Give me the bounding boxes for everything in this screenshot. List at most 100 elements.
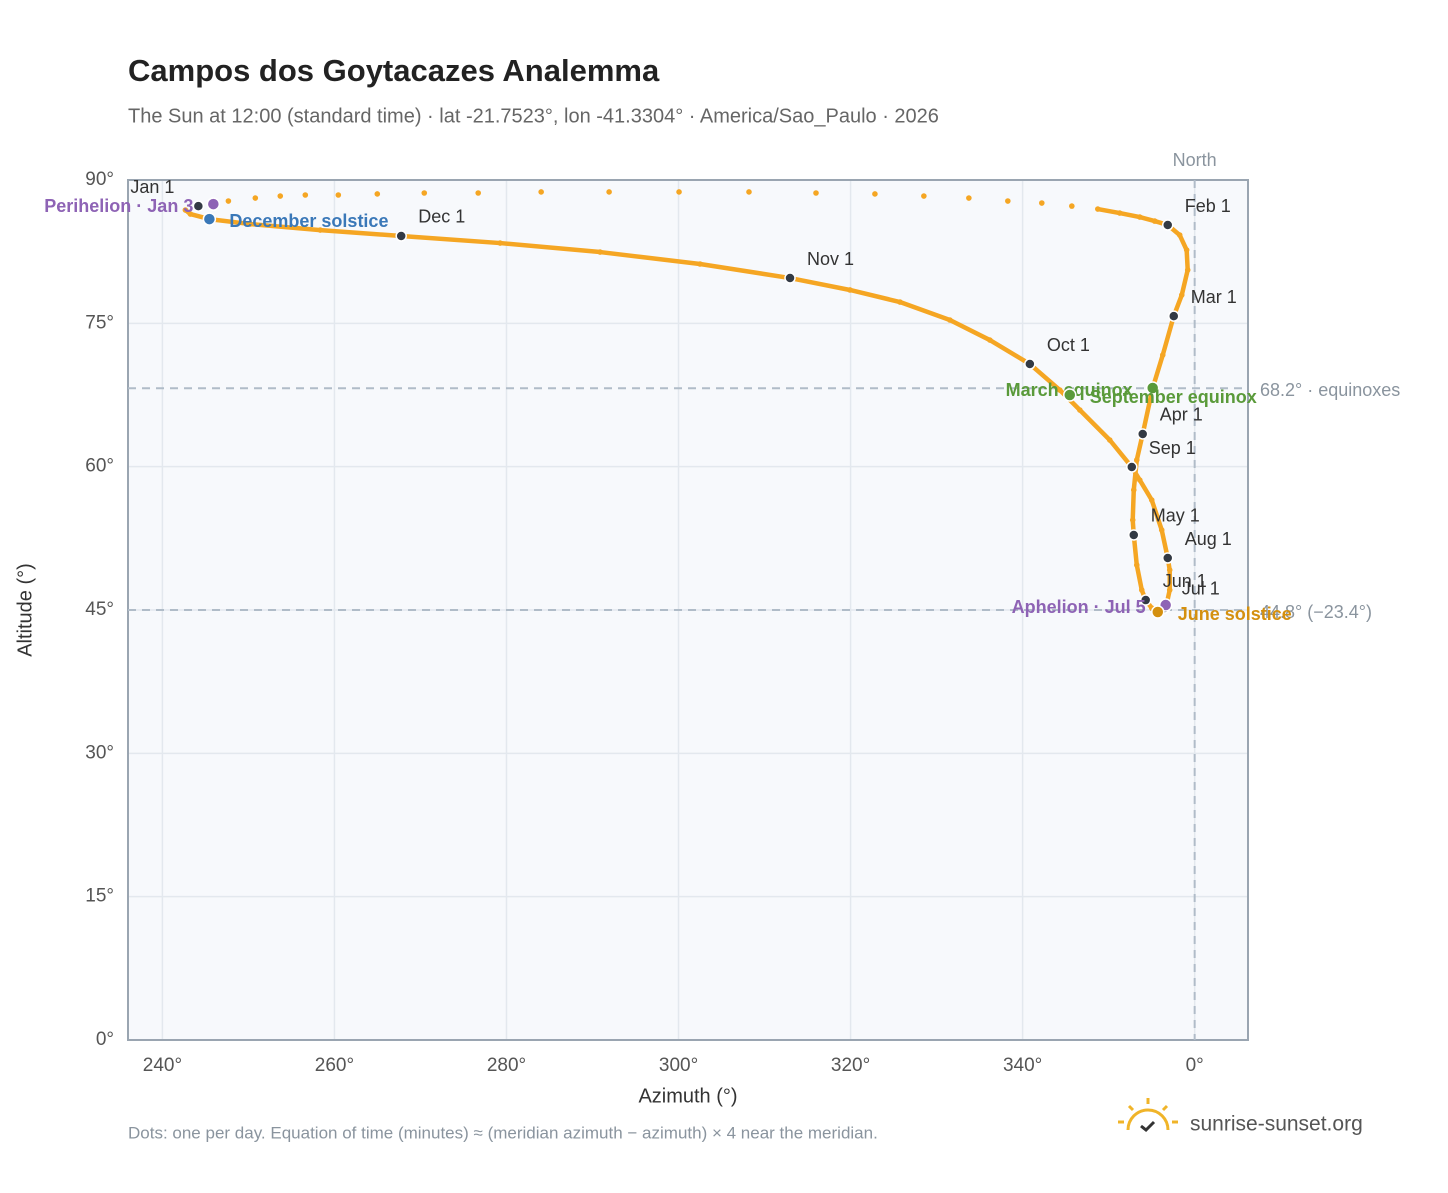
- analemma-segment: [1137, 477, 1154, 503]
- day-dot: [182, 207, 189, 213]
- day-dot: [538, 189, 544, 195]
- month-marker: [1161, 552, 1174, 564]
- analemma-segment: [1077, 407, 1113, 443]
- day-dot: [252, 195, 259, 201]
- day-dot: [1039, 200, 1045, 206]
- day-dot: [1136, 214, 1143, 220]
- x-tick-label: 260°: [315, 1055, 354, 1076]
- day-dot: [335, 192, 342, 198]
- day-dot: [1133, 562, 1140, 568]
- x-tick-label: 300°: [659, 1055, 698, 1076]
- y-tick-label: 60°: [85, 456, 114, 477]
- analemma-segment: [1095, 206, 1122, 216]
- x-tick-label: 320°: [831, 1055, 870, 1076]
- month-label: Oct 1: [1047, 335, 1090, 355]
- day-dot: [1184, 267, 1191, 273]
- month-marker: [1139, 594, 1152, 606]
- day-dot: [1130, 487, 1137, 493]
- y-tick-label: 45°: [85, 599, 114, 620]
- month-marker: [1126, 461, 1138, 473]
- analemma-segment: [207, 216, 253, 227]
- month-label: Jun 1: [1163, 571, 1207, 591]
- month-marker: [1128, 529, 1140, 541]
- event-label: Aphelion · Jul 5: [1012, 597, 1146, 617]
- analemma-segment: [1027, 361, 1063, 393]
- month-marker: [1024, 358, 1036, 370]
- day-dot: [225, 198, 232, 204]
- day-dot: [1069, 203, 1075, 209]
- x-axis-label: Azimuth (°): [638, 1085, 737, 1107]
- event-marker: [1151, 605, 1165, 619]
- analemma-segment: [497, 240, 603, 255]
- day-dot: [1095, 206, 1101, 212]
- month-label: Feb 1: [1185, 196, 1231, 216]
- month-label: Mar 1: [1191, 287, 1237, 307]
- analemma-segment: [1107, 437, 1135, 470]
- month-marker: [1168, 310, 1180, 322]
- analemma-segment: [318, 227, 404, 239]
- month-label: Jul 1: [1182, 579, 1220, 599]
- day-dot: [1133, 457, 1140, 463]
- reference-label: 68.2° · equinoxes: [1260, 380, 1400, 400]
- day-dot: [813, 190, 819, 196]
- day-dot: [921, 193, 927, 199]
- event-label: Perihelion · Jan 3: [44, 196, 193, 216]
- day-dot: [1106, 437, 1113, 443]
- event-label: December solstice: [229, 211, 388, 231]
- analemma-segment: [947, 317, 993, 343]
- y-tick-label: 0°: [96, 1029, 114, 1050]
- month-label: Apr 1: [1160, 405, 1203, 425]
- month-marker: [395, 230, 407, 242]
- day-dot: [317, 227, 324, 233]
- day-dot: [374, 191, 381, 197]
- x-tick-label: 240°: [143, 1055, 182, 1076]
- y-tick-label: 75°: [85, 312, 114, 333]
- analemma-segment: [987, 337, 1033, 367]
- chart-subtitle: The Sun at 12:00 (standard time) · lat -…: [128, 105, 939, 127]
- y-tick-label: 15°: [85, 886, 114, 907]
- event-label: September equinox: [1090, 387, 1257, 407]
- month-label: Sep 1: [1149, 438, 1196, 458]
- y-tick-label: 30°: [85, 742, 114, 763]
- analemma-segment: [847, 287, 903, 305]
- x-tick-label: 0°: [1186, 1055, 1204, 1076]
- day-dot: [987, 337, 993, 343]
- month-label: Jan 1: [130, 177, 174, 197]
- x-tick-label: 280°: [487, 1055, 526, 1076]
- day-dot: [847, 287, 853, 293]
- x-tick-label: 340°: [1003, 1055, 1042, 1076]
- day-dot: [247, 221, 254, 227]
- day-dot: [897, 299, 903, 305]
- analemma-segment: [897, 299, 953, 323]
- event-label: June solstice: [1178, 604, 1292, 624]
- day-dot: [1166, 567, 1173, 573]
- event-marker: [1145, 381, 1160, 395]
- footnote: Dots: one per day. Equation of time (min…: [128, 1123, 878, 1142]
- day-dot: [1178, 292, 1185, 298]
- analemma-segment: [597, 249, 703, 267]
- reference-label: 44.8° (−23.4°): [1260, 602, 1372, 622]
- month-label: Aug 1: [1185, 529, 1232, 549]
- day-dot: [1183, 247, 1190, 253]
- chart-title: Campos dos Goytacazes Analemma: [128, 53, 660, 88]
- analemma-segment: [1149, 497, 1164, 533]
- day-dot: [606, 189, 612, 195]
- y-axis-label: Altitude (°): [14, 563, 36, 657]
- day-dot: [1151, 218, 1158, 224]
- month-marker: [1161, 219, 1174, 231]
- analemma-segment: [1117, 210, 1143, 220]
- month-label: Nov 1: [807, 249, 854, 269]
- month-label: Dec 1: [418, 207, 465, 227]
- day-dot: [1176, 232, 1183, 238]
- month-label: May 1: [1151, 506, 1200, 526]
- day-dot: [1129, 517, 1136, 523]
- brand-logo: [1118, 1098, 1178, 1133]
- analemma-segment: [697, 261, 793, 281]
- day-dot: [676, 189, 682, 195]
- day-dot: [277, 193, 284, 199]
- analemma-segment: [1140, 385, 1155, 437]
- analemma-segment: [1160, 313, 1177, 358]
- analemma-segment: [787, 275, 853, 293]
- day-dot: [1136, 477, 1143, 483]
- month-marker: [1136, 428, 1149, 440]
